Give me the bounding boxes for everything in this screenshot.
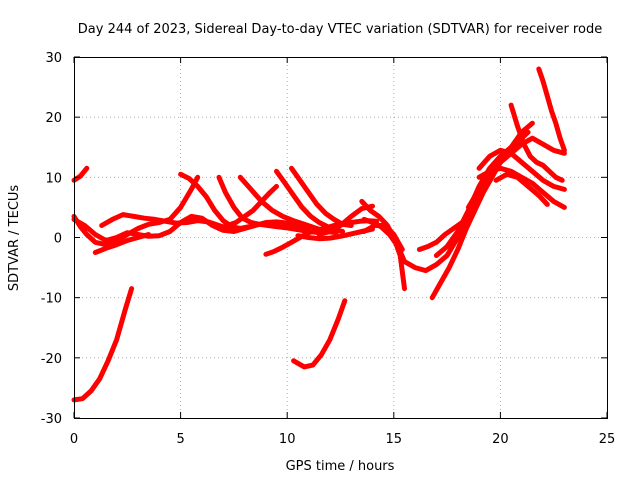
series-line-s26 <box>476 165 567 210</box>
x-axis-label: GPS time / hours <box>286 459 395 474</box>
x-tick-label: 10 <box>279 432 296 447</box>
series-line-s7 <box>178 171 252 231</box>
series-line-s29 <box>493 171 550 207</box>
series-line-s4 <box>71 213 311 243</box>
y-tick-label: 20 <box>45 111 62 126</box>
x-tick-label: 0 <box>70 432 78 447</box>
series-line-s19 <box>361 223 405 252</box>
series-line-s8 <box>216 174 322 236</box>
series-line-s16 <box>291 298 348 370</box>
y-tick-label: 10 <box>45 171 62 186</box>
series-line-s1 <box>71 165 90 183</box>
x-tick-label: 5 <box>176 432 184 447</box>
y-tick-label: -10 <box>41 292 62 307</box>
series-line-s5 <box>99 212 230 231</box>
series-line-s21 <box>416 220 465 252</box>
series-line-s24 <box>465 135 567 210</box>
y-tick-label: 30 <box>45 51 62 66</box>
series-line-s25 <box>476 147 567 192</box>
series-line-s2 <box>71 286 135 403</box>
series-layer <box>71 66 567 403</box>
x-tick-label: 20 <box>492 432 509 447</box>
series-line-s27 <box>508 102 565 183</box>
y-tick-label: -20 <box>41 352 62 367</box>
series-line-s13 <box>289 165 354 228</box>
series-line-s28 <box>536 66 567 153</box>
series-line-s6 <box>92 232 152 255</box>
series-line-s11 <box>263 218 380 257</box>
y-tick-label: -30 <box>41 412 62 427</box>
y-tick-label: 0 <box>54 232 62 247</box>
series-line-s15 <box>295 226 375 242</box>
x-tick-label: 15 <box>386 432 403 447</box>
x-tick-label: 25 <box>599 432 616 447</box>
chart-title: Day 244 of 2023, Sidereal Day-to-day VTE… <box>78 22 602 37</box>
ticks: 0 5 10 15 20 25 -30 -20 -10 0 10 20 30 <box>41 51 616 447</box>
series-line-s14 <box>316 203 375 237</box>
series-line-s10 <box>216 183 279 231</box>
y-axis-label: SDTVAR / TECUs <box>7 185 22 292</box>
